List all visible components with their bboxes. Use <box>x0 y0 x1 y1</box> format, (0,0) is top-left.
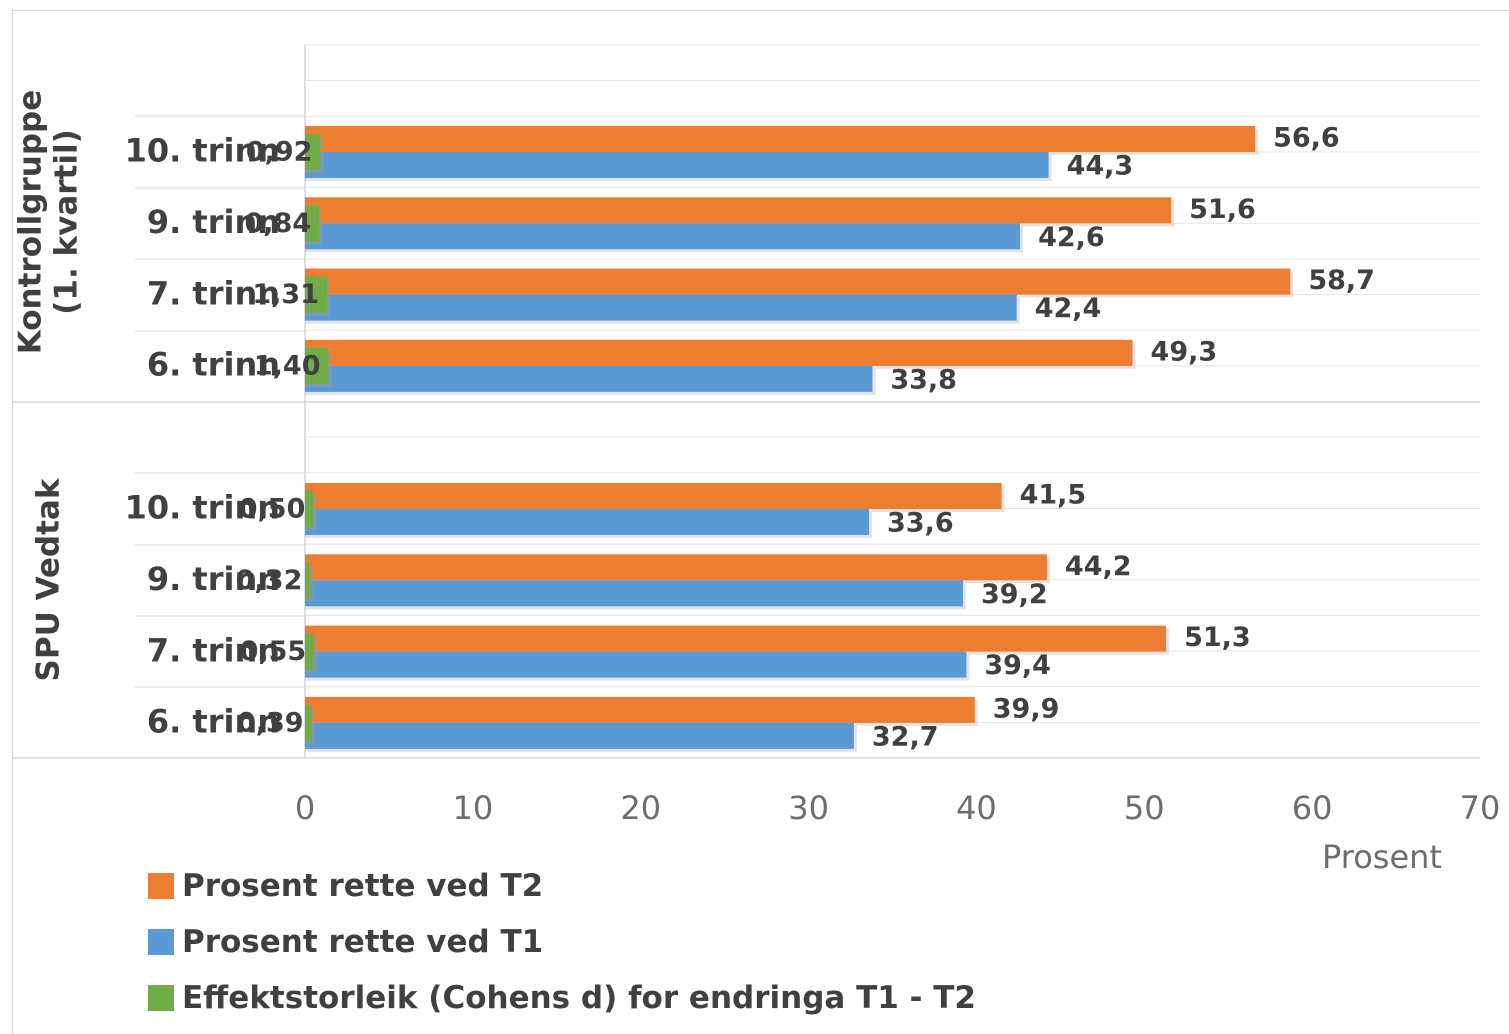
data-label-t1: 42,6 <box>1038 222 1105 253</box>
data-label-effect: 1,40 <box>254 350 321 381</box>
data-label-effect: 1,31 <box>252 279 319 310</box>
bar-t1 <box>305 580 963 607</box>
data-label-t2: 44,2 <box>1065 551 1132 582</box>
category-label: 9. trinn <box>147 560 280 598</box>
category-label: 7. trinn <box>147 274 280 312</box>
bar-effect <box>305 205 320 242</box>
bar-t1 <box>305 152 1049 178</box>
x-tick-label: 50 <box>1124 789 1165 827</box>
bar-t2 <box>305 268 1291 295</box>
bar-effect <box>305 347 329 384</box>
category-label: 10. trinn <box>125 132 280 170</box>
category-label: 9. trinn <box>147 203 280 241</box>
data-label-t1: 39,2 <box>981 579 1048 610</box>
category-label: 6. trinn <box>147 346 280 384</box>
data-label-effect: 0,32 <box>236 565 303 596</box>
legend-item-t1: Prosent rette ved T1 <box>148 914 976 970</box>
x-tick-label: 60 <box>1292 789 1333 827</box>
bar-effect <box>305 276 327 313</box>
group-label: (1. kvartil) <box>49 129 85 315</box>
chart-frame <box>12 10 1509 1034</box>
data-label-effect: 0,55 <box>240 636 307 667</box>
bar-t2 <box>305 197 1172 224</box>
data-label-t2: 56,6 <box>1273 123 1340 154</box>
bar-t1 <box>305 651 967 678</box>
data-label-t1: 42,4 <box>1035 293 1102 324</box>
data-label-t1: 39,4 <box>984 650 1051 681</box>
data-label-t2: 51,6 <box>1189 194 1256 225</box>
bar-t2 <box>305 625 1167 652</box>
x-tick-label: 10 <box>452 789 493 827</box>
bar-effect <box>305 134 321 170</box>
legend-item-t2: Prosent rette ved T2 <box>148 858 976 914</box>
bar-effect <box>305 704 312 741</box>
data-label-effect: 0,84 <box>244 208 311 239</box>
bar-t1 <box>305 365 873 392</box>
group-label: Kontrollgruppe <box>13 90 49 354</box>
legend-label-t2: Prosent rette ved T2 <box>182 868 544 904</box>
bar-effect <box>305 633 315 670</box>
legend-item-effect: Effektstorleik (Cohens d) for endringa T… <box>148 970 976 1026</box>
bar-t2 <box>305 339 1133 366</box>
category-label: 6. trinn <box>147 703 280 741</box>
data-label-t2: 49,3 <box>1151 336 1218 367</box>
data-label-t1: 33,8 <box>890 364 957 395</box>
x-tick-label: 0 <box>295 789 315 827</box>
data-label-t2: 58,7 <box>1308 265 1375 296</box>
data-label-t2: 39,9 <box>993 693 1060 724</box>
bar-t2 <box>305 126 1256 152</box>
bar-t1 <box>305 722 854 749</box>
x-tick-label: 40 <box>956 789 997 827</box>
data-label-effect: 0,39 <box>237 707 304 738</box>
legend-swatch-t2 <box>148 873 174 899</box>
legend-swatch-effect <box>148 985 174 1011</box>
group-label: SPU Vedtak <box>31 477 67 681</box>
data-label-effect: 0,50 <box>239 494 306 525</box>
bar-effect <box>305 491 314 527</box>
bar-t1 <box>305 294 1017 321</box>
bar-t2 <box>305 554 1047 581</box>
x-tick-label: 20 <box>620 789 661 827</box>
x-axis-title: Prosent <box>1322 838 1442 876</box>
legend-label-t1: Prosent rette ved T1 <box>182 924 544 960</box>
bar-t1 <box>305 223 1021 250</box>
bar-t2 <box>305 696 975 723</box>
bar-t1 <box>305 509 869 535</box>
data-label-t1: 32,7 <box>872 721 939 752</box>
data-label-t1: 44,3 <box>1067 151 1134 182</box>
x-tick-label: 70 <box>1460 789 1501 827</box>
bar-effect <box>305 562 311 599</box>
legend-swatch-t1 <box>148 929 174 955</box>
legend-label-effect: Effektstorleik (Cohens d) for endringa T… <box>182 980 976 1016</box>
data-label-t2: 41,5 <box>1020 480 1087 511</box>
legend: Prosent rette ved T2 Prosent rette ved T… <box>148 858 976 1026</box>
data-label-effect: 0,92 <box>246 137 313 168</box>
bar-t2 <box>305 483 1002 509</box>
x-tick-label: 30 <box>788 789 829 827</box>
category-label: 10. trinn <box>125 489 280 527</box>
data-label-t1: 33,6 <box>887 508 954 539</box>
data-label-t2: 51,3 <box>1184 622 1251 653</box>
category-label: 7. trinn <box>147 631 280 669</box>
